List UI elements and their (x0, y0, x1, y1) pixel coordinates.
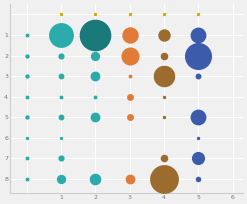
Point (59, 177, 63, 181)
Point (162, 177, 166, 181)
Point (93, 54, 97, 57)
Point (196, 157, 200, 160)
Point (196, 33, 200, 37)
Point (162, 54, 166, 57)
Point (196, 13, 200, 16)
Point (196, 136, 200, 140)
Point (162, 74, 166, 78)
Point (59, 54, 63, 57)
Point (93, 74, 97, 78)
Point (93, 33, 97, 37)
Point (93, 13, 97, 16)
Point (59, 157, 63, 160)
Point (128, 116, 132, 119)
Point (162, 157, 166, 160)
Point (93, 95, 97, 98)
Point (128, 177, 132, 181)
Point (59, 33, 63, 37)
Point (25, 136, 29, 140)
Point (25, 157, 29, 160)
Point (162, 95, 166, 98)
Point (93, 116, 97, 119)
Point (25, 116, 29, 119)
Point (59, 95, 63, 98)
Point (25, 33, 29, 37)
Point (59, 13, 63, 16)
Point (128, 74, 132, 78)
Point (25, 74, 29, 78)
Point (196, 54, 200, 57)
Point (25, 177, 29, 181)
Point (128, 13, 132, 16)
Point (196, 74, 200, 78)
Point (162, 33, 166, 37)
Point (128, 33, 132, 37)
Point (128, 54, 132, 57)
Point (59, 136, 63, 140)
Point (93, 177, 97, 181)
Point (162, 13, 166, 16)
Point (59, 74, 63, 78)
Point (162, 116, 166, 119)
Point (25, 54, 29, 57)
Point (25, 95, 29, 98)
Point (128, 95, 132, 98)
Point (196, 116, 200, 119)
Point (59, 116, 63, 119)
Point (196, 177, 200, 181)
